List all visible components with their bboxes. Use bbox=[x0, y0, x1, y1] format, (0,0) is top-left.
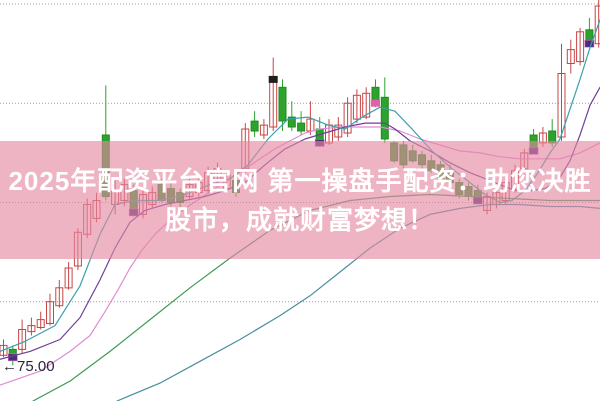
candle-up bbox=[566, 49, 575, 64]
candle-down bbox=[418, 154, 426, 166]
candle-down bbox=[101, 134, 110, 197]
candle-down bbox=[427, 160, 436, 172]
candle-up bbox=[362, 92, 371, 118]
ma-teal-slowest bbox=[116, 203, 600, 401]
candle-up bbox=[0, 344, 8, 356]
candle-up bbox=[55, 287, 64, 307]
candle-down bbox=[390, 142, 399, 162]
signal-marker bbox=[528, 147, 539, 155]
candle-down bbox=[548, 130, 557, 144]
candle-up bbox=[352, 94, 361, 120]
candle-down bbox=[455, 182, 464, 196]
candle-up bbox=[557, 73, 566, 138]
candle-down bbox=[436, 164, 445, 180]
ma-magenta bbox=[0, 126, 600, 386]
candle-down bbox=[445, 170, 454, 184]
signal-marker bbox=[371, 99, 380, 107]
candle-up bbox=[18, 329, 27, 350]
candle-down bbox=[278, 86, 287, 122]
candle-down bbox=[297, 122, 306, 132]
candle-down bbox=[380, 96, 389, 140]
price-marker-label: ←75.00 bbox=[2, 358, 55, 375]
candle-up bbox=[576, 31, 585, 63]
signal-marker bbox=[314, 139, 325, 147]
signal-marker bbox=[268, 75, 278, 83]
candle-up bbox=[64, 267, 73, 289]
candle-up bbox=[259, 124, 268, 136]
candle-up bbox=[36, 319, 45, 329]
signal-marker bbox=[472, 196, 483, 205]
candle-down bbox=[464, 186, 473, 198]
candle-down bbox=[399, 144, 408, 166]
candle-up bbox=[46, 301, 54, 325]
candle-up bbox=[594, 5, 600, 45]
signal-marker bbox=[584, 39, 595, 48]
candle-down bbox=[250, 120, 259, 132]
signal-marker bbox=[128, 208, 139, 217]
candle-down bbox=[166, 188, 175, 204]
candle-up bbox=[334, 124, 343, 138]
candle-down bbox=[287, 116, 296, 128]
candle-up bbox=[27, 325, 36, 333]
candle-down bbox=[408, 150, 417, 162]
candle-down bbox=[157, 184, 166, 202]
ma-green-slow bbox=[32, 193, 600, 401]
candle-up bbox=[343, 102, 352, 134]
